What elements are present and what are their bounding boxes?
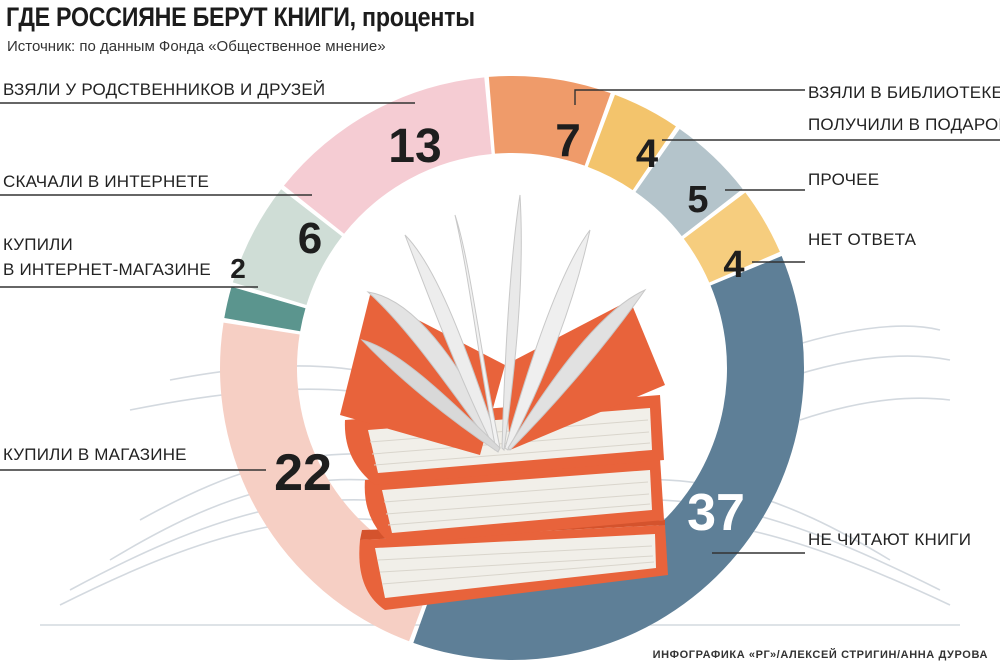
label-no-answer: НЕТ ОТВЕТА: [808, 230, 917, 249]
label-relatives: ВЗЯЛИ У РОДСТВЕННИКОВ И ДРУЗЕЙ: [3, 80, 325, 99]
value-relatives: 13: [388, 120, 441, 173]
slice-7: [232, 189, 343, 305]
label-gift: ПОЛУЧИЛИ В ПОДАРОК: [808, 115, 1000, 134]
credit-line: ИНФОГРАФИКА «РГ»/АЛЕКСЕЙ СТРИГИН/АННА ДУ…: [652, 649, 988, 661]
value-no-read: 37: [687, 484, 745, 542]
slice-8: [283, 77, 492, 234]
label-library: ВЗЯЛИ В БИБЛИОТЕКЕ: [808, 83, 1000, 102]
value-shop: 22: [274, 444, 332, 502]
slice-2: [635, 128, 743, 237]
source-note: Источник: по данным Фонда «Общественное …: [7, 38, 386, 55]
value-labels: 13 7 4 5 4 37 22 2 6: [230, 114, 745, 542]
value-gift: 4: [636, 132, 659, 176]
slice-4: [413, 256, 805, 661]
label-other: ПРОЧЕЕ: [808, 170, 879, 189]
leader-lines: [0, 89, 1000, 554]
leader-line-library: [574, 89, 805, 105]
value-no-answer: 4: [723, 244, 744, 286]
value-other: 5: [687, 179, 708, 221]
books-stack-illustration: [340, 194, 668, 610]
value-download: 6: [298, 214, 322, 263]
label-download: СКАЧАЛИ В ИНТЕРНЕТЕ: [3, 172, 209, 191]
category-labels: ВЗЯЛИ У РОДСТВЕННИКОВ И ДРУЗЕЙ СКАЧАЛИ В…: [3, 80, 1000, 549]
slice-6: [224, 286, 306, 332]
label-online-shop-line1: КУПИЛИ: [3, 235, 73, 254]
label-online-shop-line2: В ИНТЕРНЕТ-МАГАЗИНЕ: [3, 260, 211, 279]
value-library: 7: [555, 114, 581, 166]
slice-3: [683, 192, 780, 283]
chart-title: ГДЕ РОССИЯНЕ БЕРУТ КНИГИ, проценты: [6, 2, 475, 32]
value-online-shop: 2: [230, 253, 246, 284]
slice-0: [488, 75, 611, 166]
slice-1: [587, 94, 676, 191]
label-no-read: НЕ ЧИТАЮТ КНИГИ: [808, 530, 971, 549]
label-shop: КУПИЛИ В МАГАЗИНЕ: [3, 445, 187, 464]
